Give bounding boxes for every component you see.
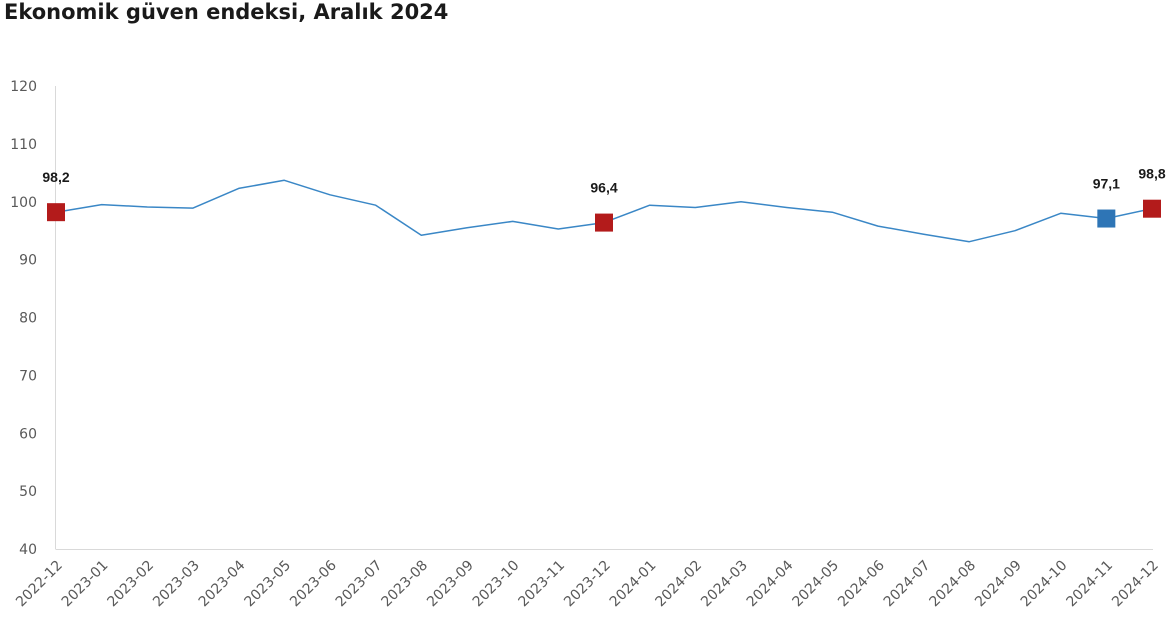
y-tick-label: 100	[10, 195, 37, 211]
y-tick-label: 70	[19, 368, 37, 384]
x-tick-label: 2024-02	[652, 558, 705, 611]
data-label: 98,8	[1138, 166, 1165, 182]
data-point	[420, 234, 422, 236]
x-tick-label: 2024-05	[789, 558, 842, 611]
data-point	[192, 207, 194, 209]
x-tick-label: 2023-06	[287, 557, 340, 610]
marker-layer	[47, 199, 1161, 232]
x-tick-label: 2024-09	[972, 558, 1025, 611]
data-point	[740, 201, 742, 203]
chart-title: Ekonomik güven endeksi, Aralık 2024	[4, 0, 449, 24]
x-tick-label: 2023-01	[59, 558, 112, 611]
data-point	[694, 207, 696, 209]
data-point	[238, 187, 240, 189]
x-tick-label: 2023-05	[241, 558, 294, 611]
data-point	[1014, 230, 1016, 232]
y-axis-ticks: 40 50 60 70 80 90 100 110 120	[10, 79, 37, 558]
x-tick-label: 2023-12	[561, 558, 614, 611]
x-tick-label: 2023-09	[424, 558, 477, 611]
highlight-marker	[595, 213, 613, 232]
x-tick-label: 2024-07	[881, 558, 934, 611]
x-tick-label: 2022-12	[13, 558, 66, 611]
x-tick-label: 2023-04	[196, 557, 249, 610]
x-tick-label: 2024-06	[835, 557, 888, 610]
x-tick-label: 2023-08	[378, 558, 431, 611]
data-point	[1060, 212, 1062, 214]
data-label: 96,4	[590, 180, 617, 196]
x-tick-label: 2024-11	[1063, 558, 1116, 611]
y-tick-label: 50	[19, 484, 37, 500]
x-tick-label: 2024-03	[698, 558, 751, 611]
y-tick-label: 110	[10, 137, 37, 153]
y-tick-label: 120	[10, 79, 37, 95]
data-point	[466, 227, 468, 229]
data-point	[375, 204, 377, 206]
data-label: 97,1	[1093, 176, 1120, 192]
data-point	[101, 204, 103, 206]
data-point	[923, 233, 925, 235]
y-tick-label: 80	[19, 311, 37, 327]
data-point	[877, 225, 879, 227]
x-axis-ticks: 2022-122023-012023-022023-032023-042023-…	[13, 557, 1162, 610]
y-tick-label: 40	[19, 542, 37, 558]
y-tick-label: 60	[19, 426, 37, 442]
data-point	[146, 206, 148, 208]
data-point	[557, 228, 559, 230]
data-point	[512, 220, 514, 222]
x-tick-label: 2024-10	[1018, 558, 1071, 611]
chart-axes	[55, 86, 1153, 550]
x-tick-label: 2023-10	[470, 558, 523, 611]
x-tick-label: 2024-12	[1109, 558, 1162, 611]
y-tick-label: 90	[19, 253, 37, 269]
data-point	[283, 179, 285, 181]
x-tick-label: 2023-11	[515, 558, 568, 611]
x-tick-label: 2024-01	[607, 558, 660, 611]
x-tick-label: 2024-08	[926, 558, 979, 611]
x-tick-label: 2023-03	[150, 558, 203, 611]
x-tick-label: 2023-02	[104, 558, 157, 611]
highlight-marker	[1143, 199, 1161, 218]
data-label: 98,2	[42, 169, 69, 185]
data-label-layer: 98,2 96,4 97,1 98,8	[42, 166, 1165, 196]
data-point	[649, 204, 651, 206]
data-point	[968, 241, 970, 243]
data-point	[831, 211, 833, 213]
highlight-marker	[47, 203, 65, 222]
data-point	[786, 207, 788, 209]
highlight-marker	[1097, 209, 1116, 228]
x-tick-label: 2024-04	[744, 557, 797, 610]
data-point	[329, 194, 331, 196]
x-tick-label: 2023-07	[333, 558, 386, 611]
